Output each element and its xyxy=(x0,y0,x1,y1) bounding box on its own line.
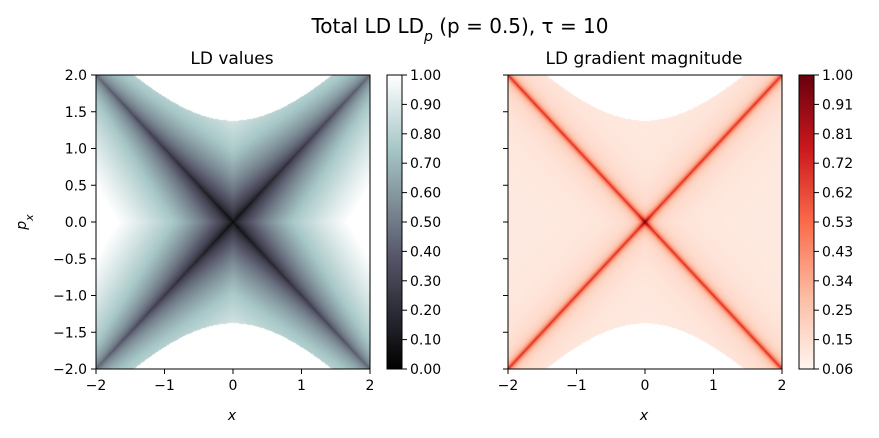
y-tick-label: 0.0 xyxy=(65,215,87,231)
y-tick-label: −2.0 xyxy=(53,362,87,378)
colorbar-tick-label: 0.91 xyxy=(822,97,853,113)
colorbar-ld-gradient: 1.00 0.91 0.81 0.72 0.62 0.53 0.43 0.34 0.25 0.15… xyxy=(798,68,853,378)
colorbar-tick-label: 0.06 xyxy=(822,362,853,378)
colorbar-tick-label: 0.62 xyxy=(822,186,853,202)
x-tick-label: 0 xyxy=(229,378,238,394)
panel-ld-gradient: LD gradient magnitude −2 −1 0 1 2 x xyxy=(498,49,787,424)
colorbar-tick-label: 0.53 xyxy=(822,215,853,231)
colorbar-tick-label: 0.72 xyxy=(822,156,853,172)
ld-values-heatmap xyxy=(96,75,370,369)
y-tick-label: 2.0 xyxy=(65,68,87,84)
ld-gradient-x-label: x xyxy=(639,408,649,424)
y-tick-label: −1.0 xyxy=(53,289,87,305)
colorbar-tick-label: 0.50 xyxy=(410,215,441,231)
colorbar-tick-label: 1.00 xyxy=(822,68,853,84)
colorbar-tick-label: 0.90 xyxy=(410,97,441,113)
colorbar-tick-label: 0.40 xyxy=(410,244,441,260)
colorbar-ld-values: 1.00 0.90 0.80 0.70 0.60 0.50 0.40 0.30 0.20 0.10… xyxy=(386,68,441,378)
colorbar-tick-label: 0.10 xyxy=(410,333,441,349)
figure-title: Total LD LDp (p = 0.5), τ = 10 xyxy=(310,14,608,45)
x-tick-label: 2 xyxy=(778,378,787,394)
colorbar-tick-label: 0.70 xyxy=(410,156,441,172)
x-tick-label: −2 xyxy=(498,378,519,394)
ld-values-y-label: px xyxy=(14,214,36,231)
colorbar-tick-label: 1.00 xyxy=(410,68,441,84)
x-tick-label: −2 xyxy=(86,378,107,394)
panel-title-ld-values: LD values xyxy=(190,49,273,69)
y-tick-label: 1.5 xyxy=(65,105,87,121)
x-tick-label: 1 xyxy=(709,378,718,394)
colorbar-tick-label: 0.00 xyxy=(410,362,441,378)
colorbar-tick-label: 0.43 xyxy=(822,244,853,260)
colorbar-tick-label: 0.30 xyxy=(410,274,441,290)
x-tick-label: 1 xyxy=(297,378,306,394)
colorbar-tick-label: 0.60 xyxy=(410,186,441,202)
colorbar-ld-values-gradient xyxy=(386,74,403,370)
x-tick-label: −1 xyxy=(154,378,175,394)
ld-values-x-ticks: −2 −1 0 1 2 xyxy=(86,369,375,394)
x-tick-label: 0 xyxy=(641,378,650,394)
panel-ld-values: LD values −2 −1 0 1 2 2.0 1.5 1.0 0.5 0.0 −0.5 −1.… xyxy=(14,49,374,424)
ld-values-x-label: x xyxy=(227,408,237,424)
colorbar-tick-label: 0.34 xyxy=(822,274,853,290)
colorbar-tick-label: 0.25 xyxy=(822,303,853,319)
colorbar-tick-label: 0.80 xyxy=(410,127,441,143)
ld-gradient-heatmap xyxy=(508,75,782,369)
y-tick-label: −1.5 xyxy=(53,325,87,341)
colorbar-ld-values-ticks: 1.00 0.90 0.80 0.70 0.60 0.50 0.40 0.30 0.20 0.10… xyxy=(402,68,441,378)
y-tick-label: 1.0 xyxy=(65,142,87,158)
panel-title-ld-gradient: LD gradient magnitude xyxy=(546,49,743,69)
colorbar-ld-gradient-gradient xyxy=(798,74,815,370)
y-tick-label: −0.5 xyxy=(53,252,87,268)
x-tick-label: −1 xyxy=(566,378,587,394)
ld-gradient-y-ticks xyxy=(503,74,508,370)
x-tick-label: 2 xyxy=(366,378,375,394)
colorbar-ld-gradient-ticks: 1.00 0.91 0.81 0.72 0.62 0.53 0.43 0.34 0.25 0.15… xyxy=(814,68,853,378)
colorbar-tick-label: 0.15 xyxy=(822,333,853,349)
colorbar-tick-label: 0.20 xyxy=(410,303,441,319)
ld-values-y-ticks: 2.0 1.5 1.0 0.5 0.0 −0.5 −1.0 −1.5 −2.0 xyxy=(53,68,96,378)
y-tick-label: 0.5 xyxy=(65,178,87,194)
colorbar-tick-label: 0.81 xyxy=(822,127,853,143)
ld-gradient-x-ticks: −2 −1 0 1 2 xyxy=(498,369,787,394)
